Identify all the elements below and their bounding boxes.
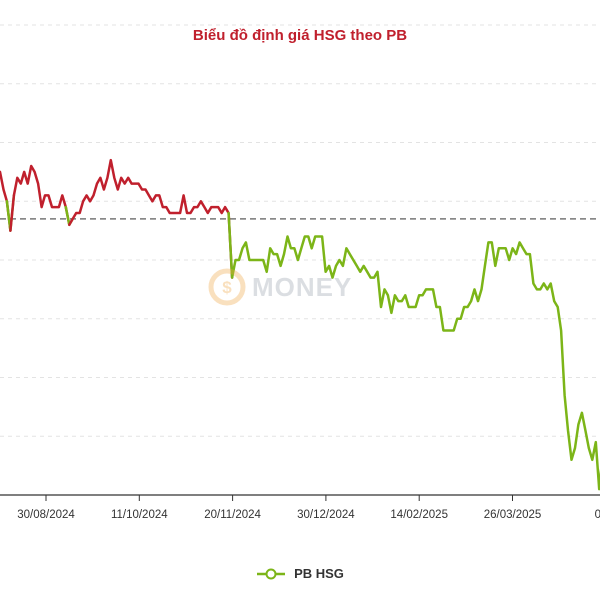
dollar-coin-icon: $ (208, 268, 246, 306)
x-tick-label: 20/11/2024 (204, 509, 261, 521)
chart-title: Biểu đồ định giá HSG theo PB (192, 27, 408, 44)
x-tick-label: 09/0 (595, 509, 600, 521)
legend[interactable]: PB HSG (0, 566, 600, 581)
x-tick-label: 30/12/2024 (297, 509, 355, 521)
watermark-glyph: $ (222, 278, 232, 297)
legend-line-marker-icon (257, 568, 286, 579)
grid-lines (0, 24, 600, 437)
watermark-logo: $ MONEY (208, 268, 352, 306)
series-line-above-reference (9, 164, 71, 232)
x-axis: 30/08/2024 11/10/2024 20/11/2024 30/12/2024… (0, 494, 600, 521)
legend-label: PB HSG (294, 566, 344, 581)
series-lines (0, 158, 600, 491)
series-line-above-reference (68, 158, 234, 279)
watermark-text: MONEY (252, 271, 353, 302)
x-tick-label: 14/02/2025 (390, 509, 448, 521)
x-tick-label: 11/10/2024 (111, 509, 168, 521)
series-line-below-reference (227, 211, 600, 491)
x-tick-label: 26/03/2025 (484, 509, 542, 521)
x-tick-label: 30/08/2024 (17, 509, 75, 521)
